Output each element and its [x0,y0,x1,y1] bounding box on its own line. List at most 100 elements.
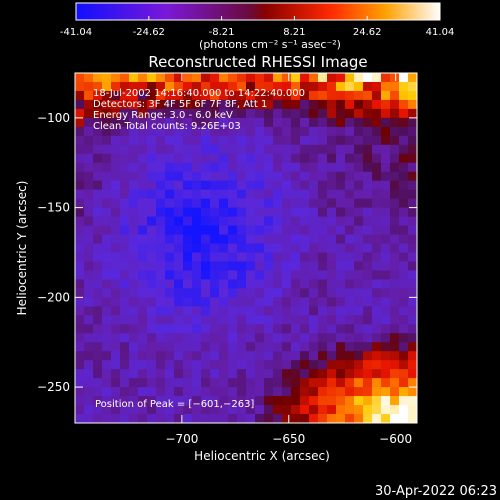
heatmap-cell [84,324,94,334]
heatmap-cell [219,360,229,370]
heatmap-cell [210,81,220,92]
heatmap-cell [183,81,193,92]
heatmap-cell [120,378,130,388]
heatmap-cell [192,81,202,92]
heatmap-cell [273,324,283,334]
heatmap-cell [111,396,121,406]
heatmap-cell [84,342,94,352]
heatmap-cell [309,324,319,334]
heatmap-cell [255,369,265,379]
heatmap-cell [147,73,157,83]
heatmap-cell [237,189,247,200]
heatmap-cell [327,99,337,110]
heatmap-cell [102,288,112,298]
heatmap-cell [129,297,139,307]
heatmap-cell [237,279,247,289]
heatmap-cell [273,369,283,379]
heatmap-cell [354,135,364,146]
heatmap-cell [291,405,301,415]
heatmap-cell [327,261,337,272]
heatmap-cell [237,387,247,397]
heatmap-cell [201,243,211,254]
heatmap-cell [237,207,247,218]
heatmap-cell [408,198,417,209]
heatmap-cell [408,360,417,370]
heatmap-cell [354,261,364,272]
heatmap-cell [246,261,256,272]
heatmap-cell [147,405,157,415]
heatmap-cell [228,189,238,200]
heatmap-cell [318,315,328,325]
heatmap-cell [246,270,256,281]
heatmap-cell [201,396,211,406]
heatmap-cell [84,243,94,254]
heatmap-cell [156,162,166,173]
heatmap-cell [264,216,274,227]
heatmap-cell [147,162,157,173]
heatmap-cell [336,73,346,83]
heatmap-cell [93,405,103,415]
heatmap-cell [336,225,346,236]
heatmap-cell [111,378,121,388]
heatmap-cell [75,180,85,191]
heatmap-cell [408,81,417,92]
heatmap-cell [174,108,184,119]
heatmap-cell [156,81,166,92]
heatmap-cell [264,126,274,137]
heatmap-cell [399,414,409,423]
heatmap-cell [390,333,400,343]
heatmap-cell [111,324,121,334]
heatmap-cell [165,387,175,397]
heatmap-cell [399,90,409,101]
heatmap-cell [273,73,283,83]
heatmap-cell [354,90,364,101]
heatmap-cell [390,99,400,110]
heatmap-cell [390,153,400,164]
heatmap-cell [291,333,301,343]
heatmap-cell [354,387,364,397]
heatmap-cell [102,405,112,415]
heatmap-cell [345,360,355,370]
heatmap-cell [381,369,391,379]
heatmap-cell [255,90,265,101]
heatmap-cell [174,117,184,128]
heatmap-cell [318,171,328,182]
heatmap-cell [300,189,310,200]
heatmap-cell [318,225,328,236]
heatmap-cell [174,360,184,370]
heatmap-cell [111,198,121,209]
heatmap-cell [174,171,184,182]
heatmap-cell [282,171,292,182]
heatmap-cell [399,297,409,307]
heatmap-cell [102,270,112,281]
heatmap-cell [156,243,166,254]
heatmap-cell [318,144,328,155]
heatmap-cell [336,135,346,146]
heatmap-cell [156,225,166,236]
heatmap-cell [129,387,139,397]
heatmap-cell [129,279,139,289]
heatmap-cell [138,108,148,119]
heatmap-cell [363,315,373,325]
heatmap-cell [156,216,166,227]
heatmap-cell [237,117,247,128]
heatmap-cell [291,360,301,370]
heatmap-cell [408,144,417,155]
heatmap-cell [156,414,166,423]
heatmap-cell [336,162,346,173]
heatmap-cell [120,306,130,316]
heatmap-cell [345,117,355,128]
heatmap-cell [75,117,85,128]
heatmap-cell [111,216,121,227]
heatmap-cell [282,378,292,388]
heatmap-cell [363,73,373,83]
heatmap-cell [336,369,346,379]
heatmap-cell [408,90,417,101]
heatmap-cell [102,225,112,236]
heatmap-cell [183,153,193,164]
heatmap-cell [165,99,175,110]
heatmap-cell [174,315,184,325]
heatmap-cell [84,189,94,200]
heatmap-cell [219,99,229,110]
heatmap-cell [129,360,139,370]
